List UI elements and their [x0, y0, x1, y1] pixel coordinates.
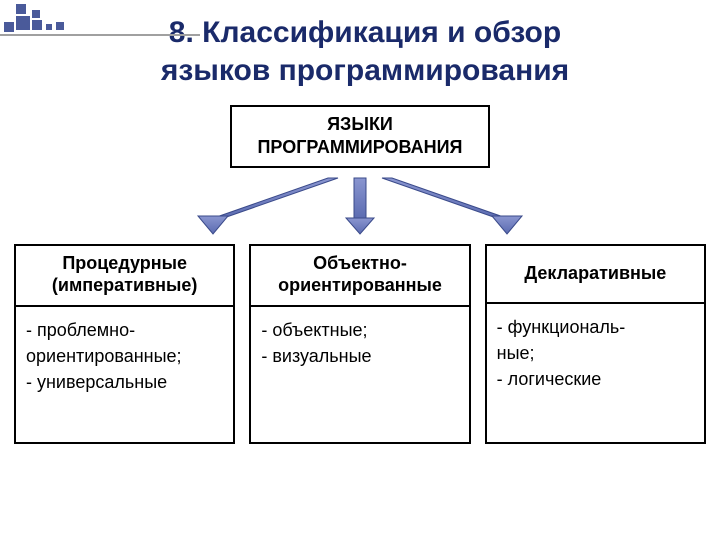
col-body-line: - логические: [497, 369, 602, 389]
column-procedural-head: Процедурные (императивные): [16, 246, 233, 307]
col-head-line: Декларативные: [524, 263, 666, 283]
col-body-line: - объектные;: [261, 320, 367, 340]
column-oop-body: - объектные; - визуальные: [251, 307, 468, 379]
column-declarative-head: Декларативные: [487, 246, 704, 304]
arrow-left: [198, 178, 338, 234]
title-line-1: 8. Классификация и обзор: [169, 16, 561, 49]
column-declarative: Декларативные - функциональ- ные; - логи…: [485, 244, 706, 444]
arrow-center: [346, 178, 374, 234]
col-head-line: (императивные): [52, 275, 197, 295]
col-body-line: - визуальные: [261, 346, 371, 366]
column-oop: Объектно- ориентированные - объектные; -…: [249, 244, 470, 444]
column-declarative-body: - функциональ- ные; - логические: [487, 304, 704, 402]
root-line-1: ЯЗЫКИ: [327, 114, 393, 134]
col-body-line: - проблемно-: [26, 320, 135, 340]
arrow-right: [382, 178, 522, 234]
connector-arrows: [110, 172, 610, 240]
column-oop-head: Объектно- ориентированные: [251, 246, 468, 307]
col-body-line: - универсальные: [26, 372, 167, 392]
col-head-line: Объектно-: [313, 253, 407, 273]
column-procedural-body: - проблемно- ориентированные; - универса…: [16, 307, 233, 405]
col-head-line: Процедурные: [62, 253, 187, 273]
root-node: ЯЗЫКИ ПРОГРАММИРОВАНИЯ: [230, 105, 490, 168]
column-procedural: Процедурные (императивные) - проблемно- …: [14, 244, 235, 444]
columns-row: Процедурные (императивные) - проблемно- …: [0, 244, 720, 444]
col-head-line: ориентированные: [278, 275, 442, 295]
col-body-line: ориентированные;: [26, 346, 182, 366]
col-body-line: ные;: [497, 343, 535, 363]
col-body-line: - функциональ-: [497, 317, 626, 337]
corner-decoration: [0, 0, 200, 40]
title-line-2: языков программирования: [161, 54, 569, 87]
root-line-2: ПРОГРАММИРОВАНИЯ: [257, 137, 462, 157]
